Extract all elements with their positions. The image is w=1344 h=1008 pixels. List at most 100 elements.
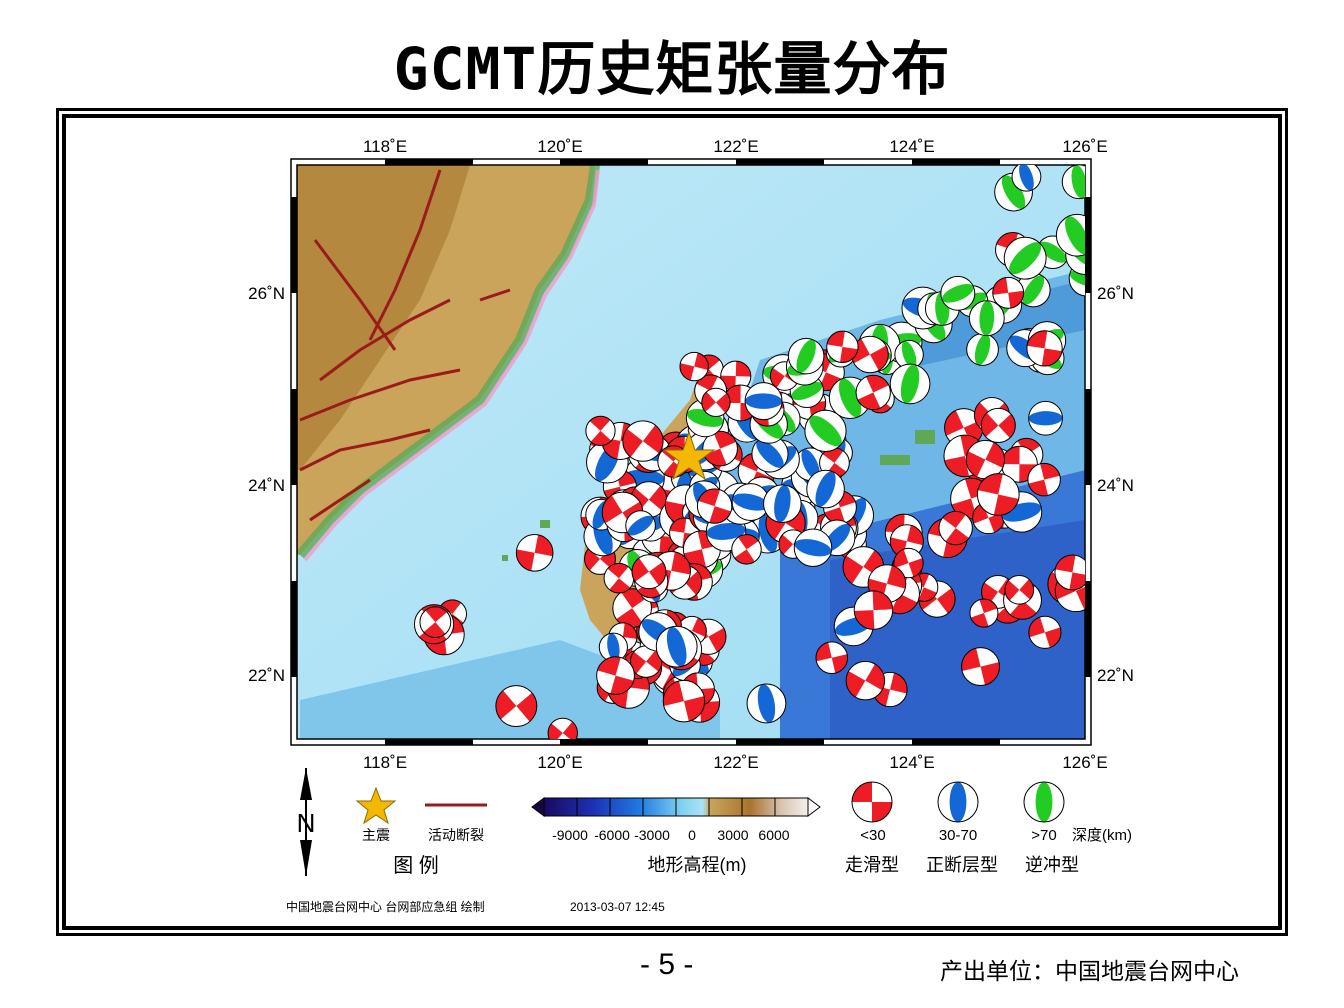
- beachball-icon: [806, 469, 845, 509]
- beachball-icon: [662, 679, 706, 723]
- beachball-icon: [976, 473, 1020, 516]
- lon-label: 126˚E: [1062, 137, 1107, 156]
- depth-label: <30: [860, 827, 885, 844]
- beachball-icon: [980, 407, 1016, 443]
- beachball-icon: [853, 590, 894, 630]
- beachball-icon: [1004, 574, 1035, 605]
- beachball-icon: [701, 387, 731, 418]
- beachball-icon: [969, 598, 999, 628]
- page-title: GCMT历史矩张量分布: [393, 35, 951, 103]
- lat-label: 26˚N: [1097, 284, 1134, 303]
- lat-label: 22˚N: [248, 666, 285, 685]
- beachball-icon: [961, 647, 1001, 687]
- beachball-icon: [965, 439, 1006, 480]
- beachball-icon: [702, 430, 738, 467]
- beachball-icon: [937, 781, 979, 823]
- beachball-icon: [793, 528, 833, 567]
- beachball-icon: [1011, 165, 1042, 192]
- elevation-colorbar: [531, 797, 821, 817]
- beachball-icon: [763, 484, 802, 523]
- lat-label: 26˚N: [248, 284, 285, 303]
- depth-label: 30-70: [939, 827, 977, 844]
- lon-label: 120˚E: [537, 753, 582, 772]
- lon-label: 126˚E: [1062, 753, 1107, 772]
- credit-text: 中国地震台网中心 台网部应急组 绘制: [286, 899, 485, 914]
- beachball-icon: [893, 547, 924, 579]
- mechanism-label: 正断层型: [926, 855, 998, 875]
- colorbar-title: 地形高程(m): [648, 855, 747, 875]
- mechanism-legend: [851, 781, 1065, 823]
- beachball-icon: [746, 683, 787, 724]
- colorbar-tick: 0: [688, 827, 696, 843]
- north-arrow-icon: [300, 768, 312, 876]
- beachball-icon: [603, 562, 635, 594]
- lon-label: 124˚E: [889, 137, 934, 156]
- lon-label: 122˚E: [713, 137, 758, 156]
- fault-label: 活动断裂: [428, 827, 484, 843]
- map-border: [290, 158, 1092, 746]
- mainshock-label: 主震: [362, 827, 390, 843]
- beachball-icon: [968, 300, 1005, 337]
- mechanism-label: 走滑型: [845, 855, 899, 875]
- beachball-icon: [596, 656, 635, 695]
- beachball-icon: [679, 351, 709, 382]
- beachball-icon: [1028, 615, 1062, 649]
- timestamp-text: 2013-03-07 12:45: [570, 900, 665, 914]
- inner-frame: [62, 114, 1282, 930]
- beachball-icon: [1027, 462, 1061, 497]
- beachball-icon: [845, 660, 886, 701]
- colorbar-tick: -6000: [594, 827, 630, 843]
- beachball-icon: [744, 382, 783, 421]
- beachball-icon: [1026, 330, 1063, 367]
- lon-label: 124˚E: [889, 753, 934, 772]
- depth-label: >70: [1031, 827, 1056, 844]
- beachball-icon: [894, 339, 924, 370]
- star-icon: [662, 430, 716, 481]
- legend-title: 图 例: [393, 854, 439, 877]
- lat-label: 24˚N: [248, 476, 285, 495]
- beachball-icon: [731, 483, 770, 521]
- beachball-icon: [419, 606, 452, 639]
- colorbar-tick: 6000: [758, 827, 789, 843]
- beachball-icon: [940, 275, 976, 311]
- beachball-icon: [1015, 272, 1051, 308]
- axis-labels: 118˚E 120˚E 122˚E 124˚E 126˚E 118˚E 120˚…: [248, 137, 1134, 772]
- beachball-icon: [787, 337, 825, 375]
- beachball-icon: [585, 415, 616, 447]
- beachball-icon: [696, 488, 733, 524]
- beachball-icon: [515, 533, 554, 572]
- active-faults: [299, 169, 511, 522]
- page-number: - 5 -: [640, 948, 694, 981]
- beachball-icon: [495, 685, 538, 728]
- beachball-icon: [1028, 400, 1063, 436]
- beachball-icon: [1000, 445, 1038, 483]
- colorbar-tick: 3000: [717, 827, 748, 843]
- beachball-icon: [804, 409, 847, 453]
- beachball-icon: [1054, 554, 1085, 591]
- lat-label: 22˚N: [1097, 666, 1134, 685]
- producer-text: 产出单位：中国地震台网中心: [940, 959, 1239, 985]
- beachball-icon: [731, 534, 762, 565]
- north-label: N: [297, 808, 316, 838]
- lon-label: 120˚E: [537, 137, 582, 156]
- star-icon: [355, 786, 397, 825]
- beachball-icon: [966, 333, 999, 366]
- lat-label: 24˚N: [1097, 476, 1134, 495]
- beachball-icon: [622, 420, 664, 462]
- beachball-icon: [1003, 236, 1047, 280]
- mechanism-label: 逆冲型: [1025, 855, 1079, 875]
- beachball-icon: [851, 781, 893, 823]
- beachball-icon: [889, 524, 924, 559]
- lon-label: 118˚E: [363, 753, 407, 772]
- colorbar-tick: -9000: [552, 827, 588, 843]
- beachball-icon: [889, 363, 931, 405]
- beachball-icon: [815, 641, 849, 674]
- beachball-icon: [631, 554, 667, 590]
- beachball-icon: [826, 330, 859, 364]
- beachball-icon: [938, 510, 973, 546]
- beachball-icon: [1023, 781, 1065, 823]
- beachball-icon: [992, 276, 1025, 309]
- colorbar-tick: -3000: [634, 827, 670, 843]
- outer-frame: [56, 108, 1288, 936]
